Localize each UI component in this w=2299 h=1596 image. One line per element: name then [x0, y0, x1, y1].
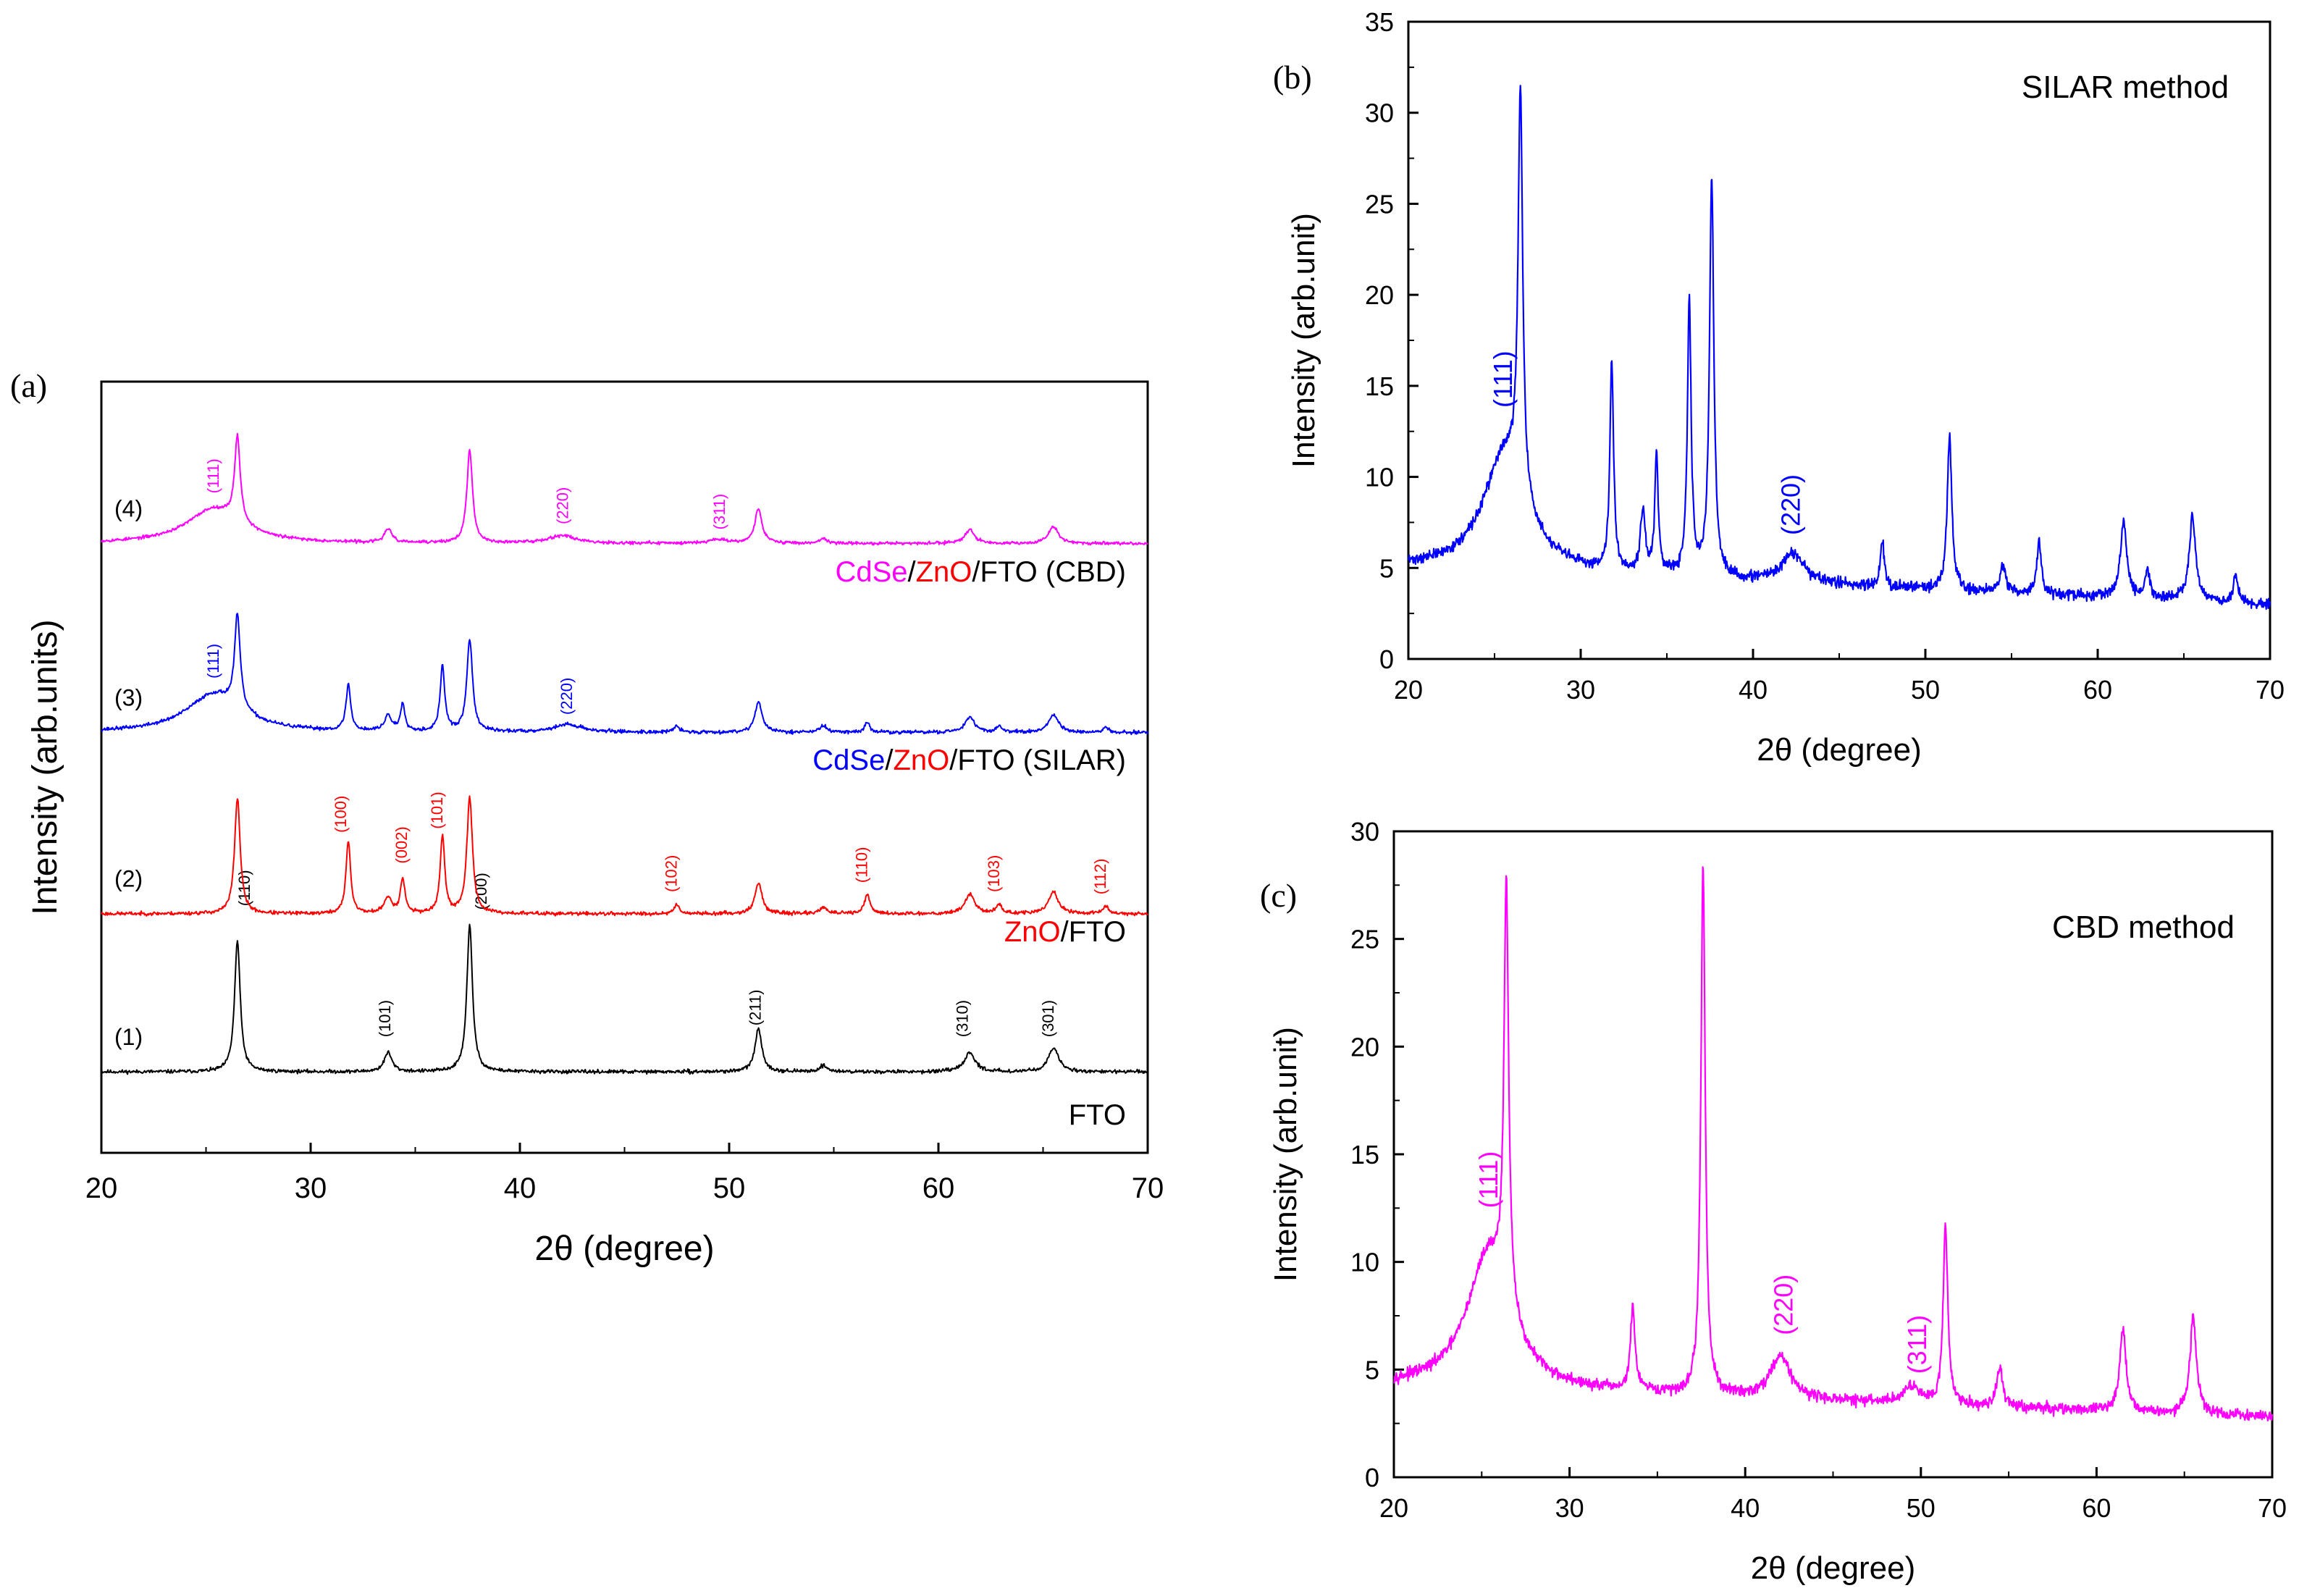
y-axis-label-a: Intensity (arb.units): [26, 619, 64, 915]
x-tick-label: 70: [2256, 675, 2285, 705]
peak-label-cbd: (111): [204, 458, 222, 493]
series-index-zno: (2): [114, 866, 143, 892]
legend-cbd: CdSe/ZnO/FTO (CBD): [835, 556, 1126, 588]
peak-label-zno: (103): [985, 855, 1003, 892]
chart-title-b: SILAR method: [2022, 70, 2229, 105]
series-line-fto: [101, 923, 1148, 1075]
legend-fto: FTO: [1069, 1099, 1126, 1131]
panel-label-a: (a): [10, 367, 47, 404]
x-axis-label-c: 2θ (degree): [1751, 1550, 1915, 1586]
x-tick-label: 40: [504, 1172, 537, 1204]
series-line-cbd: [101, 432, 1148, 546]
peak-label-silar: (111): [204, 644, 222, 679]
legend-part: CdSe: [835, 556, 907, 588]
peak-label-cbd: (311): [710, 494, 728, 530]
panel-label-b: (b): [1273, 59, 1312, 96]
y-tick-label: 35: [1365, 7, 1394, 37]
y-tick-label: 5: [1379, 553, 1394, 583]
peak-label-cbd-pattern: (220): [1769, 1274, 1799, 1335]
peak-label-zno: (100): [332, 796, 350, 833]
x-axis-label-b: 2θ (degree): [1757, 732, 1921, 768]
legend-zno: ZnO/FTO: [1004, 916, 1126, 948]
y-tick-label: 15: [1350, 1140, 1379, 1169]
peak-label-fto: (101): [376, 1000, 394, 1037]
x-tick-label: 70: [1132, 1172, 1164, 1204]
y-tick-label: 0: [1379, 644, 1394, 674]
panel-label-c: (c): [1260, 877, 1297, 914]
peak-label-fto: (211): [746, 990, 764, 1026]
peak-label-cbd: (220): [553, 487, 571, 524]
series-line-cbd-pattern: [1393, 866, 2274, 1421]
legend-part: ZnO: [916, 556, 972, 588]
plot-frame-b: [1407, 20, 2271, 660]
y-tick-label: 25: [1350, 925, 1379, 954]
y-tick-label: 30: [1350, 817, 1379, 847]
x-tick-label: 60: [922, 1172, 955, 1204]
legend-part: /: [908, 556, 917, 588]
peak-label-zno: (110): [853, 847, 871, 883]
x-tick-label: 50: [1911, 675, 1940, 705]
x-tick-label: 30: [295, 1172, 327, 1204]
x-tick-label: 60: [2082, 1493, 2111, 1523]
peak-label-silar-pattern: (111): [1488, 350, 1518, 408]
y-tick-label: 30: [1365, 98, 1394, 128]
x-tick-label: 50: [1907, 1493, 1936, 1523]
legend-part: /: [885, 744, 894, 776]
y-tick-label: 0: [1365, 1463, 1379, 1492]
peak-label-zno: (101): [428, 791, 446, 828]
peak-label-cbd-pattern: (111): [1474, 1151, 1503, 1209]
x-tick-label: 50: [713, 1172, 746, 1204]
legend-part: /FTO (CBD): [972, 556, 1126, 588]
y-axis-label-b: Intensity (arb.unit): [1286, 213, 1321, 468]
legend-part: CdSe: [812, 744, 885, 776]
y-tick-label: 15: [1365, 371, 1394, 401]
peak-label-zno: (102): [663, 855, 681, 892]
y-tick-label: 25: [1365, 189, 1394, 219]
y-axis-label-c: Intensity (arb.unit): [1268, 1027, 1303, 1282]
y-tick-label: 20: [1365, 280, 1394, 310]
legend-silar: CdSe/ZnO/FTO (SILAR): [812, 744, 1126, 776]
x-axis-label-a: 2θ (degree): [534, 1230, 714, 1268]
x-tick-label: 20: [1394, 675, 1423, 705]
series-index-fto: (1): [114, 1024, 143, 1050]
y-tick-label: 20: [1350, 1032, 1379, 1062]
peak-label-silar: (220): [558, 678, 576, 715]
legend-part: /FTO: [1061, 916, 1126, 948]
series-line-silar-pattern: [1407, 85, 2271, 610]
y-tick-label: 10: [1365, 463, 1394, 492]
peak-label-cbd-pattern: (311): [1902, 1315, 1932, 1374]
series-index-silar: (3): [114, 684, 143, 710]
legend-part: FTO: [1069, 1099, 1126, 1131]
series-line-silar: [101, 613, 1148, 736]
x-tick-label: 20: [1379, 1493, 1408, 1523]
y-tick-label: 10: [1350, 1248, 1379, 1277]
x-tick-label: 40: [1739, 675, 1768, 705]
panel-a: 20 30 40 50 60 70 2θ (degree) Intensity (arb.un…: [10, 367, 1164, 1268]
series-index-cbd: (4): [114, 495, 143, 521]
y-tick-label: 5: [1365, 1355, 1379, 1385]
x-tick-label: 60: [2083, 675, 2112, 705]
x-tick-label: 40: [1731, 1493, 1760, 1523]
peak-label-zno: (002): [392, 826, 411, 863]
legend-part: /FTO (SILAR): [949, 744, 1126, 776]
series-line-zno: [101, 795, 1148, 917]
x-tick-label: 70: [2258, 1493, 2287, 1523]
peak-label-fto: (310): [953, 1000, 971, 1037]
peak-label-zno: (112): [1091, 858, 1109, 894]
peak-label-silar-pattern: (220): [1775, 474, 1805, 535]
x-tick-label: 20: [85, 1172, 118, 1204]
x-tick-label: 30: [1566, 675, 1595, 705]
x-tick-label: 30: [1555, 1493, 1584, 1523]
legend-part: ZnO: [1004, 916, 1061, 948]
legend-part: ZnO: [893, 744, 949, 776]
peak-label-fto: (301): [1039, 1000, 1057, 1037]
chart-title-c: CBD method: [2052, 910, 2235, 945]
